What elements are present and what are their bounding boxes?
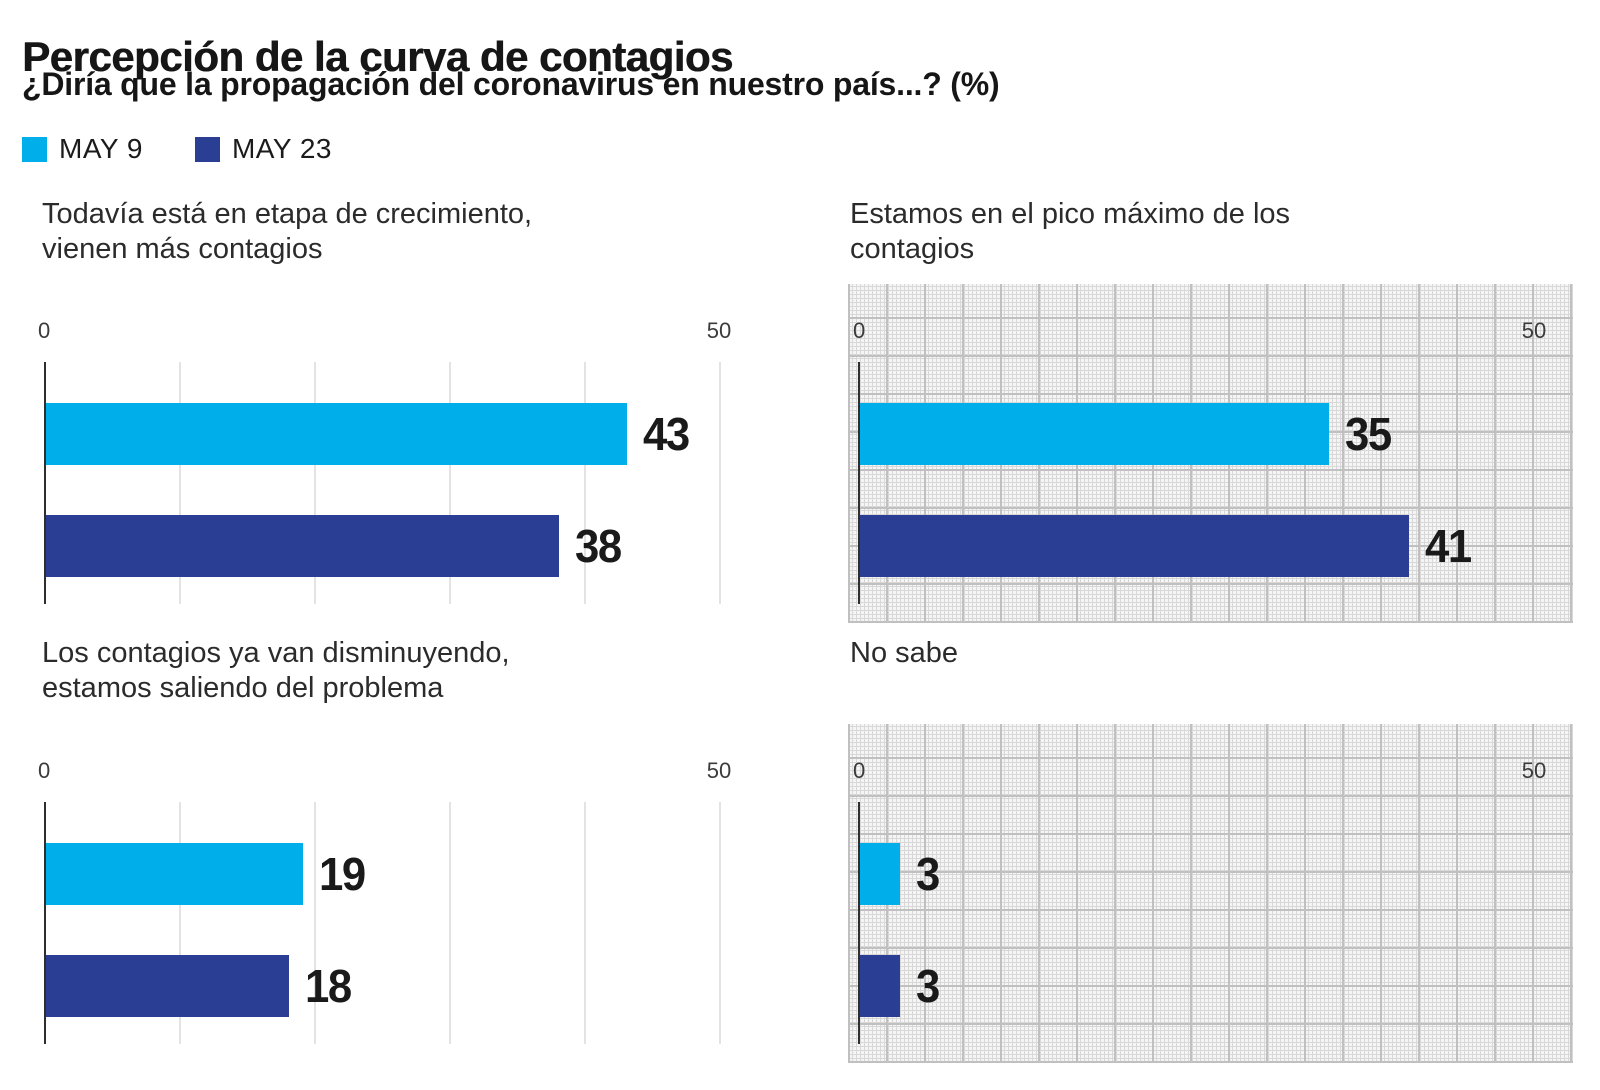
gridline	[584, 802, 586, 1044]
legend-swatch-may9-icon	[22, 136, 47, 162]
bar-may23	[860, 955, 900, 1017]
chart-title: Todavía está en etapa de crecimiento, vie…	[42, 198, 533, 265]
gridline	[179, 802, 181, 1044]
legend-item-may9: MAY 9	[22, 133, 143, 165]
page-subtitle: ¿Diría que la propagación del coronaviru…	[22, 66, 1000, 102]
bar-may9	[860, 843, 900, 905]
bar-may23	[860, 515, 1409, 577]
value-label: 18	[305, 960, 352, 1012]
gridline	[449, 802, 451, 1044]
gridline	[314, 362, 316, 604]
axis-tick-max: 50	[706, 318, 732, 343]
axis-line	[858, 362, 860, 604]
legend-item-may23: MAY 23	[194, 133, 332, 165]
legend: MAY 9 MAY 23	[22, 133, 332, 165]
chart-panel: 0 50 3 3	[848, 724, 1573, 1063]
axis-tick-max: 50	[1521, 318, 1547, 343]
legend-swatch-may23-icon	[194, 136, 220, 162]
axis-line	[858, 802, 860, 1044]
axis-line	[44, 802, 46, 1044]
gridline	[449, 362, 451, 604]
bar-may23	[46, 515, 559, 577]
chart-panel: 0 50 43 38	[28, 284, 773, 623]
gridline	[584, 362, 586, 604]
axis-tick-min: 0	[38, 318, 51, 343]
bar-may9	[46, 403, 627, 465]
chart-title: No sabe	[850, 637, 959, 669]
axis-tick-min: 0	[853, 318, 866, 343]
value-label: 43	[643, 408, 690, 460]
axis-tick-max: 50	[706, 758, 732, 783]
axis-tick-min: 0	[38, 758, 51, 783]
axis-tick-max: 50	[1521, 758, 1547, 783]
chart-title: Estamos en el pico máximo de los contagio…	[850, 198, 1291, 265]
chart-panel: 0 50 35 41	[848, 284, 1573, 623]
value-label: 38	[575, 520, 622, 572]
gridline	[719, 362, 721, 604]
chart-panel: 0 50 19 18	[28, 724, 773, 1063]
axis-tick-min: 0	[853, 758, 866, 783]
bar-may23	[46, 955, 289, 1017]
gridline	[719, 802, 721, 1044]
axis-line	[44, 362, 46, 604]
value-label: 41	[1425, 520, 1472, 572]
value-label: 3	[916, 848, 940, 900]
value-label: 19	[319, 848, 366, 900]
gridline	[314, 802, 316, 1044]
gridline	[179, 362, 181, 604]
legend-label-may9: MAY 9	[59, 133, 143, 164]
legend-label-may23: MAY 23	[231, 133, 332, 164]
bar-may9	[860, 403, 1329, 465]
chart-title: Los contagios ya van disminuyendo, estamo…	[42, 637, 510, 704]
value-label: 3	[916, 960, 940, 1012]
value-label: 35	[1345, 408, 1392, 460]
bar-may9	[46, 843, 303, 905]
page-title: Percepción de la curva de contagios	[22, 33, 733, 81]
